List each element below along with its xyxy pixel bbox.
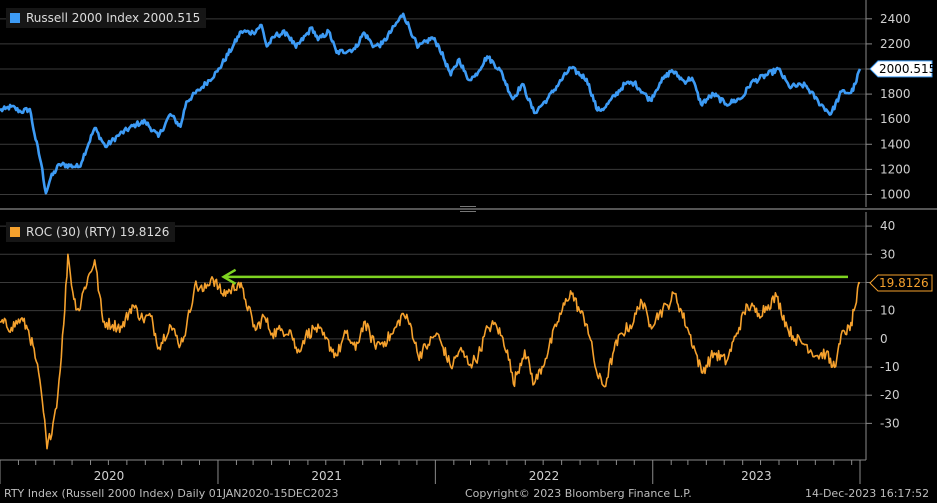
footer-security-info: RTY Index (Russell 2000 Index) Daily 01J… [4,487,339,500]
footer-bar: RTY Index (Russell 2000 Index) Daily 01J… [0,486,937,503]
rty-tick-label: 1000 [880,187,911,201]
roc-tick-label: 0 [880,332,888,346]
roc-legend-label: ROC (30) (RTY) 19.8126 [26,225,170,239]
rty-tick-label: 1600 [880,112,911,126]
roc-tick-label: 40 [880,219,895,233]
chart-canvas: 100012001400160018002000220024002000.515… [0,0,937,484]
rty-tick-label: 1200 [880,162,911,176]
x-year-label: 2023 [741,469,772,483]
rty-legend-label: Russell 2000 Index 2000.515 [26,11,201,25]
x-year-label: 2020 [94,469,125,483]
rty-tick-label: 2400 [880,12,911,26]
rty-tick-label: 2200 [880,37,911,51]
roc-tick-label: 10 [880,304,895,318]
rty-last-value-box [869,60,933,78]
footer-timestamp: 14-Dec-2023 16:17:52 [805,487,930,500]
rty-legend-swatch [10,13,20,23]
roc-legend: ROC (30) (RTY) 19.8126 [6,222,176,242]
roc-tick-label: -20 [880,388,900,402]
rty-tick-label: 1800 [880,87,911,101]
roc-last-value-tag: 19.8126 [869,274,933,292]
roc-last-value-box [869,274,933,292]
roc-last-value-label: 19.8126 [879,276,929,290]
footer-copyright: Copyright© 2023 Bloomberg Finance L.P. [465,487,692,500]
roc-tick-label: -10 [880,360,900,374]
panel-resize-handle[interactable] [460,206,476,212]
x-year-label: 2022 [529,469,560,483]
rty-series-line [0,12,862,195]
rty-last-value-label: 2000.515 [879,62,936,76]
rty-last-value-tag: 2000.515 [869,60,936,78]
roc-tick-label: 30 [880,247,895,261]
roc-tick-label: -30 [880,416,900,430]
annotation-arrow-head [221,268,237,285]
x-year-label: 2021 [311,469,342,483]
rty-legend: Russell 2000 Index 2000.515 [6,8,207,28]
roc-series-line [0,253,861,450]
roc-legend-swatch [10,227,20,237]
rty-tick-label: 1400 [880,137,911,151]
